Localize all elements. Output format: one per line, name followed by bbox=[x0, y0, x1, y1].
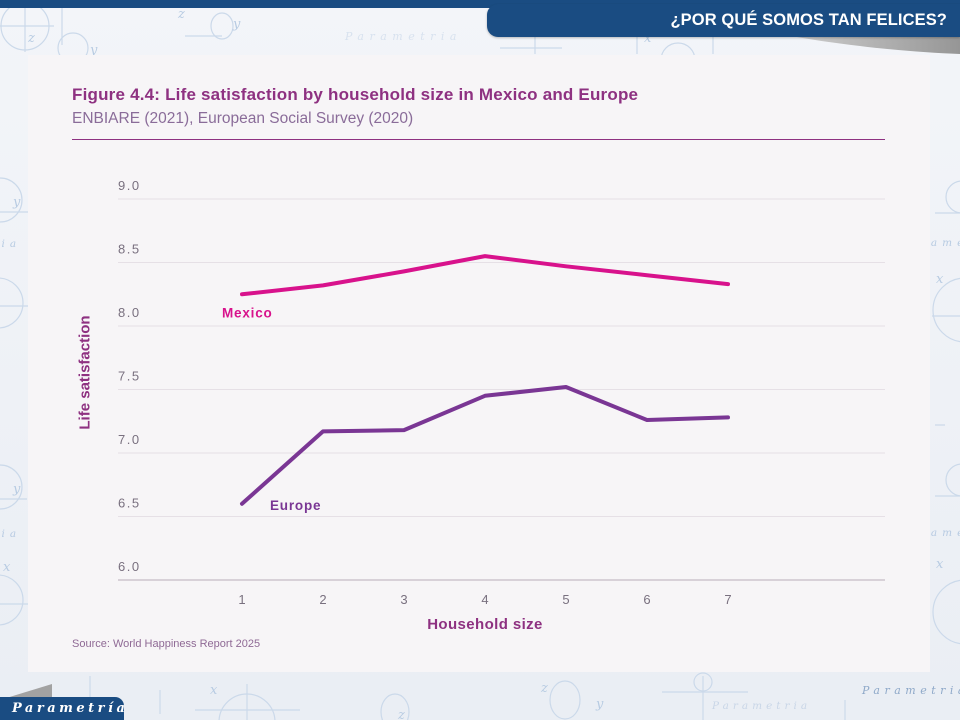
page-fold-bottom-left-icon bbox=[3, 684, 52, 699]
figure-card: Figure 4.4: Life satisfaction by househo… bbox=[28, 55, 930, 672]
watermark-parametria: Parametria bbox=[344, 30, 462, 43]
line-chart: 6.0 6.5 7.0 7.5 8.0 8.5 9.0 1 2 3 4 5 6 7 Mexico Europe bbox=[118, 178, 885, 607]
x-tick-label: 3 bbox=[400, 592, 407, 607]
doodle-letter-y: y bbox=[12, 482, 21, 497]
series-label-europe: Europe bbox=[270, 498, 321, 513]
watermark-parametria: Parametria bbox=[861, 684, 960, 697]
series-label-mexico: Mexico bbox=[222, 305, 273, 320]
y-tick-label: 8.5 bbox=[118, 242, 141, 257]
doodle-letter-z: z bbox=[177, 7, 185, 22]
x-tick-label: 4 bbox=[481, 592, 488, 607]
doodle-letter-y: y bbox=[232, 17, 241, 32]
y-tick-label: 6.0 bbox=[118, 559, 141, 574]
doodle-letter-x: x bbox=[644, 31, 652, 46]
figure-subtitle: ENBIARE (2021), European Social Survey (… bbox=[72, 110, 414, 127]
doodle-letter-z: z bbox=[540, 681, 548, 696]
y-tick-label: 7.0 bbox=[118, 432, 141, 447]
title-divider bbox=[72, 139, 885, 140]
y-tick-label: 9.0 bbox=[118, 178, 141, 193]
doodle-letter-z: z bbox=[397, 708, 405, 720]
slide-title: ¿POR QUÉ SOMOS TAN FELICES? bbox=[670, 11, 947, 29]
doodle-letter-y: y bbox=[12, 195, 21, 210]
doodle-letter-x: x bbox=[936, 272, 944, 287]
watermark-parametria: Parametria bbox=[0, 238, 21, 250]
figure-title: Figure 4.4: Life satisfaction by househo… bbox=[72, 85, 639, 104]
x-tick-label: 6 bbox=[643, 592, 650, 607]
y-tick-label: 8.0 bbox=[118, 305, 141, 320]
x-tick-label: 1 bbox=[238, 592, 245, 607]
doodle-letter-y: y bbox=[595, 697, 604, 712]
source-note: Source: World Happiness Report 2025 bbox=[72, 638, 261, 650]
series-line-europe bbox=[240, 385, 730, 506]
watermark-parametria: Parametria bbox=[0, 528, 21, 540]
doodle-letter-z: z bbox=[27, 31, 35, 46]
page-fold-top-right-icon bbox=[775, 33, 960, 54]
doodle-letter-x: x bbox=[936, 557, 944, 572]
y-tick-label: 7.5 bbox=[118, 369, 141, 384]
doodle-letter-x: x bbox=[210, 683, 218, 698]
slide-header: ¿POR QUÉ SOMOS TAN FELICES? bbox=[487, 4, 960, 37]
series-line-mexico bbox=[240, 254, 730, 297]
doodle-letter-y: y bbox=[89, 43, 98, 58]
parametria-logo: Parametría bbox=[0, 697, 125, 720]
x-tick-label: 7 bbox=[724, 592, 731, 607]
y-axis-title: Life satisfaction bbox=[76, 315, 94, 430]
doodle-letter-x: x bbox=[3, 560, 11, 575]
top-accent-bar bbox=[0, 0, 960, 8]
y-tick-label: 6.5 bbox=[118, 496, 141, 511]
x-axis-title: Household size bbox=[427, 616, 543, 633]
x-tick-label: 2 bbox=[319, 592, 326, 607]
logo-text: Parametría bbox=[12, 701, 129, 716]
x-tick-label: 5 bbox=[562, 592, 569, 607]
watermark-parametria: Parametria bbox=[711, 700, 811, 712]
